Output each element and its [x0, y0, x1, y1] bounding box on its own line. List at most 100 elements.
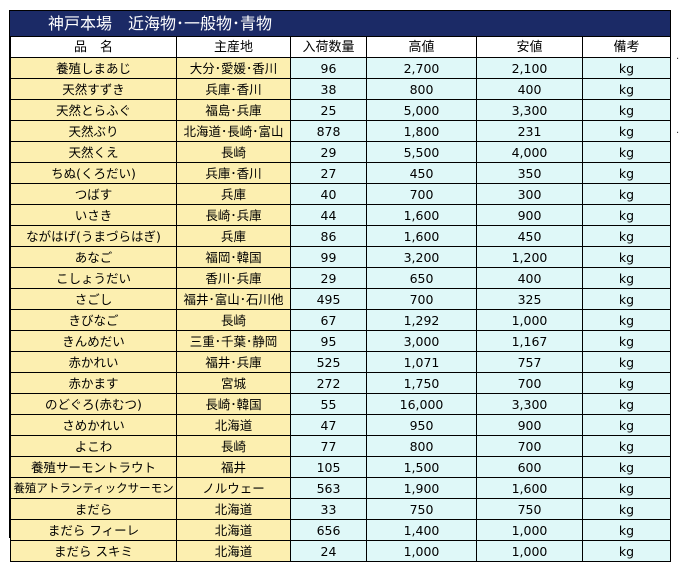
cell-origin: 北海道: [176, 540, 291, 562]
cell-name: まだら: [10, 498, 177, 520]
cell-unit: kg: [582, 141, 671, 163]
cell-origin: 兵庫･香川: [176, 162, 291, 184]
cell-high-price: 1,000: [366, 540, 477, 562]
cell-quantity: 563: [290, 477, 367, 499]
cell-name: きんめだい: [10, 330, 177, 352]
cell-quantity: 55: [290, 393, 367, 415]
cell-quantity: 878: [290, 120, 367, 142]
cell-low-price: 400: [476, 78, 583, 100]
cell-high-price: 700: [366, 183, 477, 205]
cell-high-price: 1,400: [366, 519, 477, 541]
cell-low-price: 1,200: [476, 246, 583, 268]
cell-name: のどぐろ(赤むつ): [10, 393, 177, 415]
price-table-sheet: 神戸本場 近海物･一般物･青物 品 名 主産地 入荷数量 高値 安値 備考 養殖…: [9, 10, 671, 562]
cell-quantity: 38: [290, 78, 367, 100]
cell-unit: kg: [582, 456, 671, 478]
table-row: 養殖しまあじ 大分･愛媛･香川 96 2,700 2,100 kg: [10, 57, 671, 79]
cell-quantity: 86: [290, 225, 367, 247]
cell-low-price: 1,000: [476, 540, 583, 562]
cell-high-price: 2,700: [366, 57, 477, 79]
cell-quantity: 47: [290, 414, 367, 436]
cell-high-price: 1,500: [366, 456, 477, 478]
cell-unit: kg: [582, 183, 671, 205]
cell-low-price: 1,167: [476, 330, 583, 352]
cell-name: 赤かれい: [10, 351, 177, 373]
table-row: まだら スキミ 北海道 24 1,000 1,000 kg: [10, 540, 671, 562]
table-row: ながはげ(うまづらはぎ) 兵庫 86 1,600 450 kg: [10, 225, 671, 247]
cell-quantity: 40: [290, 183, 367, 205]
cell-high-price: 1,071: [366, 351, 477, 373]
cell-name: いさき: [10, 204, 177, 226]
cell-name: つばす: [10, 183, 177, 205]
cell-quantity: 44: [290, 204, 367, 226]
cell-unit: kg: [582, 477, 671, 499]
cell-origin: 長崎･韓国: [176, 393, 291, 415]
header-row: 品 名 主産地 入荷数量 高値 安値 備考: [10, 36, 671, 58]
cell-name: 赤かます: [10, 372, 177, 394]
cell-high-price: 5,500: [366, 141, 477, 163]
cell-unit: kg: [582, 540, 671, 562]
cell-low-price: 3,300: [476, 393, 583, 415]
cell-name: さごし: [10, 288, 177, 310]
header-name: 品 名: [10, 36, 177, 58]
table-row: きびなご 長崎 67 1,292 1,000 kg: [10, 309, 671, 331]
table-row: 養殖アトランティックサーモン ノルウェー 563 1,900 1,600 kg: [10, 477, 671, 499]
cell-high-price: 1,600: [366, 204, 477, 226]
cell-high-price: 1,292: [366, 309, 477, 331]
cell-name: 天然くえ: [10, 141, 177, 163]
cell-quantity: 95: [290, 330, 367, 352]
cell-origin: 長崎: [176, 435, 291, 457]
table-row: さめかれい 北海道 47 950 900 kg: [10, 414, 671, 436]
cell-origin: 長崎: [176, 141, 291, 163]
cell-unit: kg: [582, 57, 671, 79]
header-low-price: 安値: [476, 36, 583, 58]
cell-origin: 北海道: [176, 414, 291, 436]
cell-quantity: 33: [290, 498, 367, 520]
cell-name: 天然とらふぐ: [10, 99, 177, 121]
cell-low-price: 400: [476, 267, 583, 289]
cell-name: 養殖サーモントラウト: [10, 456, 177, 478]
cell-unit: kg: [582, 519, 671, 541]
table-row: よこわ 長崎 77 800 700 kg: [10, 435, 671, 457]
cell-high-price: 800: [366, 78, 477, 100]
cell-low-price: 700: [476, 435, 583, 457]
cell-name: さめかれい: [10, 414, 177, 436]
cell-name: ちぬ(くろだい): [10, 162, 177, 184]
cell-quantity: 25: [290, 99, 367, 121]
cell-low-price: 2,100: [476, 57, 583, 79]
cell-unit: kg: [582, 435, 671, 457]
cell-name: よこわ: [10, 435, 177, 457]
cell-unit: kg: [582, 309, 671, 331]
cell-origin: 北海道: [176, 519, 291, 541]
cell-unit: kg: [582, 225, 671, 247]
cell-unit: kg: [582, 162, 671, 184]
cell-quantity: 105: [290, 456, 367, 478]
cell-origin: 大分･愛媛･香川: [176, 57, 291, 79]
cell-origin: 兵庫: [176, 225, 291, 247]
table-row: 赤かます 宮城 272 1,750 700 kg: [10, 372, 671, 394]
cell-low-price: 300: [476, 183, 583, 205]
cell-quantity: 525: [290, 351, 367, 373]
cell-origin: 福井: [176, 456, 291, 478]
cell-high-price: 1,900: [366, 477, 477, 499]
cell-name: 養殖アトランティックサーモン: [10, 477, 177, 499]
header-origin: 主産地: [176, 36, 291, 58]
cell-origin: 福井･富山･石川他: [176, 288, 291, 310]
cell-high-price: 3,000: [366, 330, 477, 352]
cell-low-price: 600: [476, 456, 583, 478]
table-row: いさき 長崎･兵庫 44 1,600 900 kg: [10, 204, 671, 226]
cell-origin: 香川･兵庫: [176, 267, 291, 289]
cell-quantity: 495: [290, 288, 367, 310]
edge-mark: ·: [676, 128, 680, 139]
cell-origin: 長崎･兵庫: [176, 204, 291, 226]
table-row: あなご 福岡･韓国 99 3,200 1,200 kg: [10, 246, 671, 268]
cell-high-price: 5,000: [366, 99, 477, 121]
cell-high-price: 700: [366, 288, 477, 310]
cell-low-price: 1,000: [476, 309, 583, 331]
cell-low-price: 700: [476, 372, 583, 394]
cell-low-price: 1,600: [476, 477, 583, 499]
header-remarks: 備考: [582, 36, 671, 58]
cell-unit: kg: [582, 78, 671, 100]
table-row: さごし 福井･富山･石川他 495 700 325 kg: [10, 288, 671, 310]
cell-low-price: 350: [476, 162, 583, 184]
